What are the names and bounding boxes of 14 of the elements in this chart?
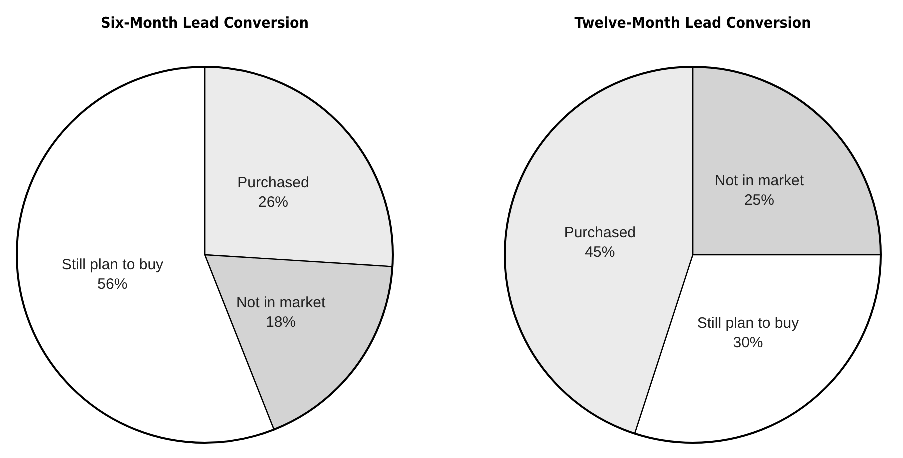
data-label: 56% [98, 276, 128, 294]
slice-label: Not in market [236, 294, 326, 312]
data-label: 26% [258, 194, 289, 212]
slice-label: Still plan to buy [62, 256, 164, 274]
data-label: 30% [733, 334, 764, 352]
data-label: 18% [266, 314, 296, 331]
chart-title: Six-Month Lead Conversion [101, 14, 309, 32]
chart-title: Twelve-Month Lead Conversion [574, 14, 812, 32]
slice-label: Purchased [564, 224, 636, 242]
slice-label: Still plan to buy [697, 315, 800, 332]
data-label: 25% [744, 192, 774, 210]
slice-label: Purchased [238, 174, 310, 192]
data-label: 45% [585, 244, 616, 261]
slice-label: Not in market [714, 172, 805, 190]
